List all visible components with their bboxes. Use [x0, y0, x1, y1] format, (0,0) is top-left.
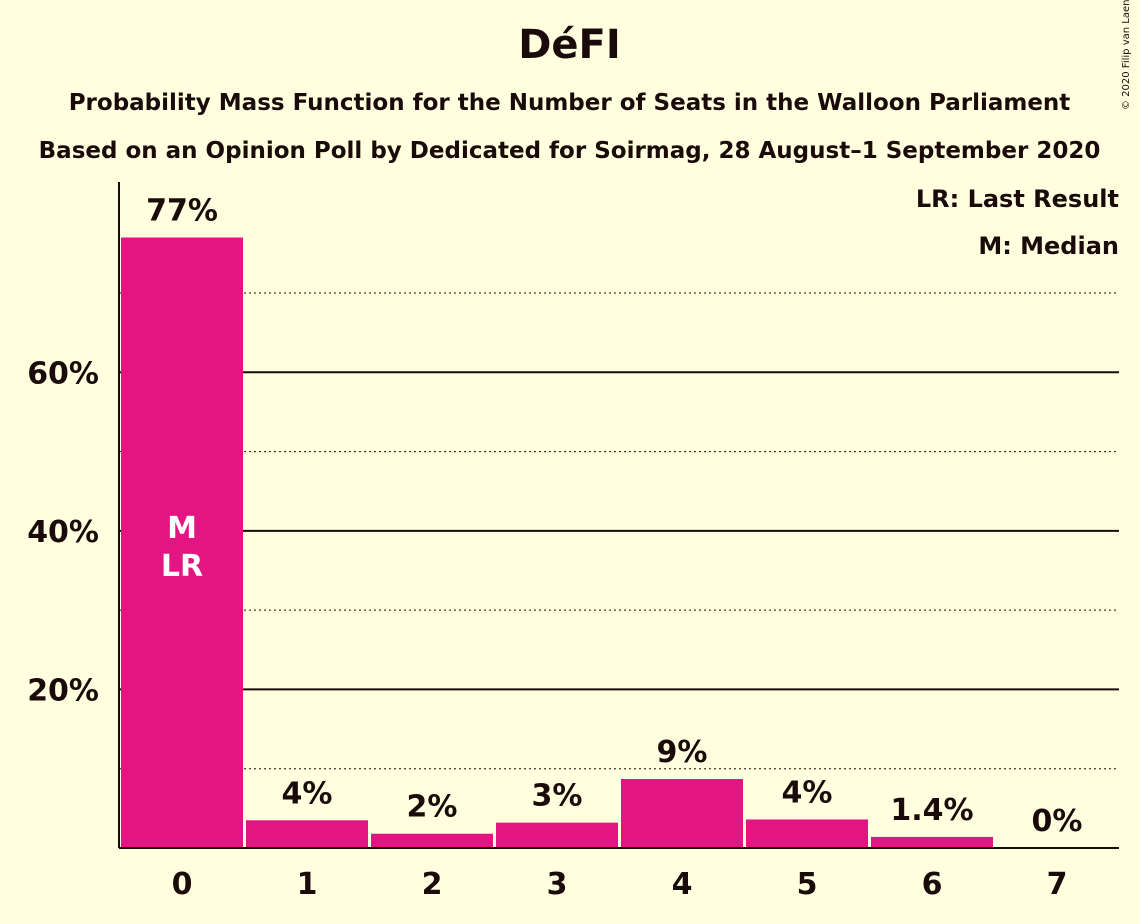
x-tick-label: 1: [297, 867, 318, 902]
chart-source-line: Based on an Opinion Poll by Dedicated fo…: [38, 138, 1101, 164]
last-result-marker: LR: [161, 549, 203, 584]
data-label: 4%: [782, 775, 833, 810]
data-label: 4%: [282, 776, 333, 811]
chart-subtitle: Probability Mass Function for the Number…: [68, 90, 1071, 116]
data-label: 2%: [407, 790, 458, 825]
bar: [246, 820, 368, 848]
y-tick-label: 60%: [27, 356, 99, 391]
bar: [121, 237, 243, 848]
data-label: 9%: [657, 735, 708, 770]
data-label: 0%: [1032, 804, 1083, 839]
x-tick-label: 6: [922, 867, 943, 902]
x-tick-label: 7: [1047, 867, 1068, 902]
x-tick-label: 5: [797, 867, 818, 902]
x-tick-label: 3: [547, 867, 568, 902]
y-tick-label: 40%: [27, 515, 99, 550]
chart-title: DéFI: [518, 22, 621, 68]
bar: [621, 779, 743, 848]
data-label: 3%: [532, 779, 583, 814]
y-tick-label: 20%: [27, 673, 99, 708]
data-label: 77%: [146, 194, 218, 229]
median-marker: M: [167, 511, 197, 546]
bar: [746, 819, 868, 848]
legend-median: M: Median: [978, 232, 1119, 260]
x-tick-label: 2: [422, 867, 443, 902]
bar: [871, 836, 993, 848]
x-tick-label: 0: [172, 867, 193, 902]
bar: [496, 822, 618, 848]
data-label: 1.4%: [890, 793, 973, 828]
bar: [371, 833, 493, 848]
legend-last-result: LR: Last Result: [915, 185, 1119, 213]
x-tick-label: 4: [672, 867, 693, 902]
